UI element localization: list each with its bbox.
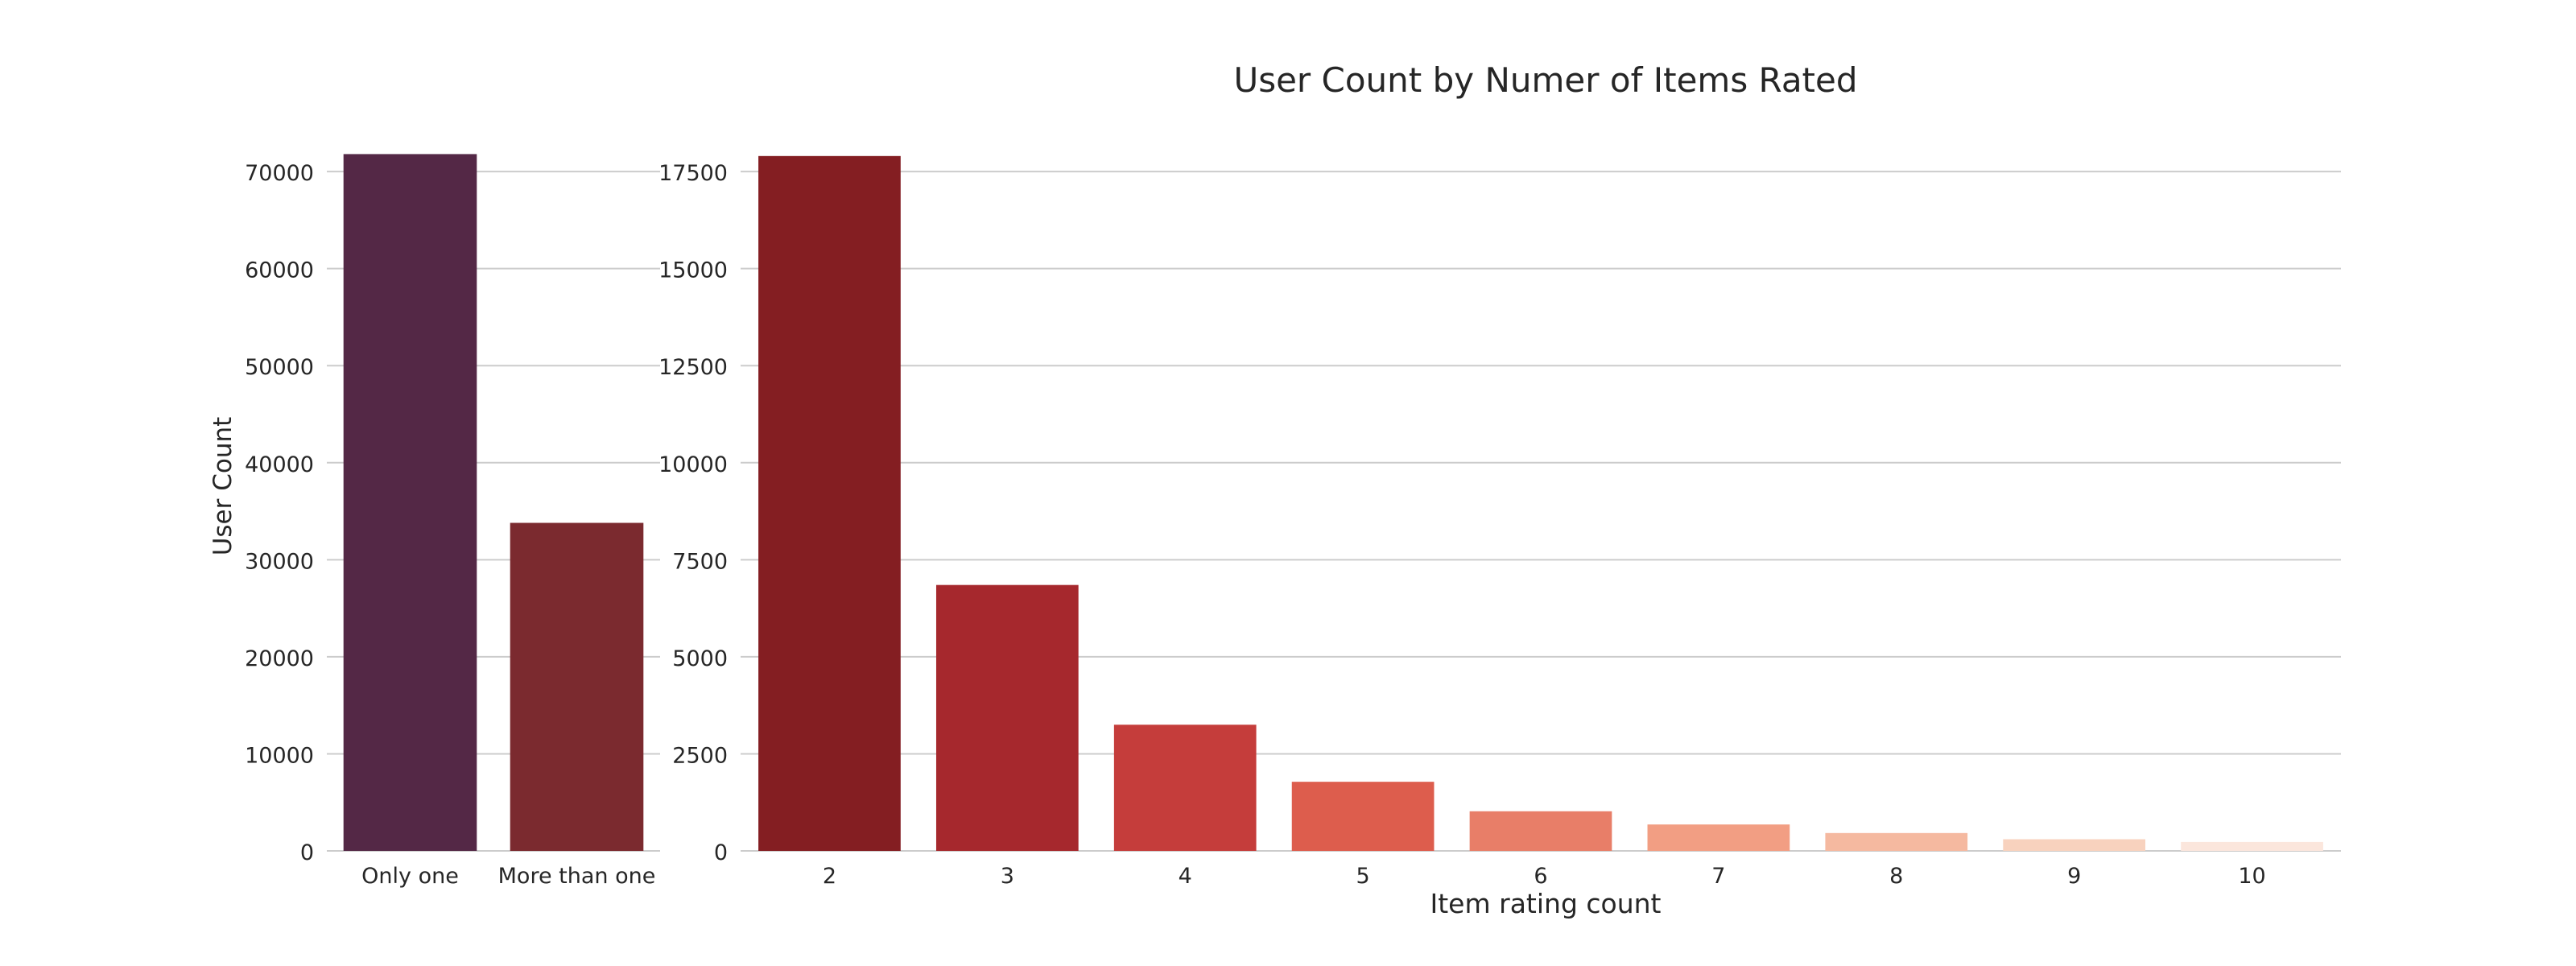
y-tick-label: 60000 (245, 258, 314, 283)
x-tick-label: More than one (498, 864, 656, 889)
bar (1291, 782, 1435, 851)
y-tick-label: 17500 (658, 161, 728, 186)
left-chart-panel: 0 10000 20000 30000 40000 50000 60000 70000 Only… (245, 154, 660, 889)
chart-title: User Count by Numer of Items Rated (1233, 60, 1857, 100)
bar (935, 584, 1079, 851)
x-tick-label: 4 (1179, 864, 1192, 889)
y-tick-label: 7500 (672, 549, 728, 574)
y-tick-label: 2500 (672, 743, 728, 768)
y-tick-label: 50000 (245, 355, 314, 380)
bar (1469, 811, 1612, 851)
y-tick-label: 30000 (245, 549, 314, 574)
x-tick-label: 8 (1889, 864, 1903, 889)
y-tick-label: 12500 (658, 355, 728, 380)
bar (510, 522, 644, 851)
x-tick-label: Only one (361, 864, 459, 889)
y-tick-label: 20000 (245, 646, 314, 671)
y-tick-label: 0 (300, 840, 314, 865)
left-y-axis-label: User Count (208, 417, 237, 556)
right-chart-panel: 0 2500 5000 7500 10000 12500 15000 17500 2 3 4 5 6 7 8… (658, 155, 2341, 889)
y-tick-label: 5000 (672, 646, 728, 671)
y-tick-label: 15000 (658, 258, 728, 283)
bar (343, 154, 477, 851)
x-tick-label: 9 (2067, 864, 2081, 889)
bar (758, 155, 901, 852)
bar (1113, 724, 1257, 851)
x-tick-label: 10 (2238, 864, 2265, 889)
x-tick-label: 2 (823, 864, 836, 889)
y-tick-label: 10000 (658, 452, 728, 477)
bar (2003, 839, 2146, 851)
y-tick-label: 70000 (245, 161, 314, 186)
x-tick-label: 7 (1711, 864, 1725, 889)
bar (1825, 832, 1968, 851)
x-tick-label: 3 (1001, 864, 1014, 889)
y-tick-label: 0 (714, 840, 728, 865)
y-tick-label: 10000 (245, 743, 314, 768)
y-tick-label: 40000 (245, 452, 314, 477)
x-tick-label: 5 (1356, 864, 1370, 889)
x-tick-label: 6 (1534, 864, 1547, 889)
right-x-axis-label: Item rating count (1430, 888, 1662, 919)
bar (2181, 841, 2323, 851)
bar (1647, 824, 1790, 851)
